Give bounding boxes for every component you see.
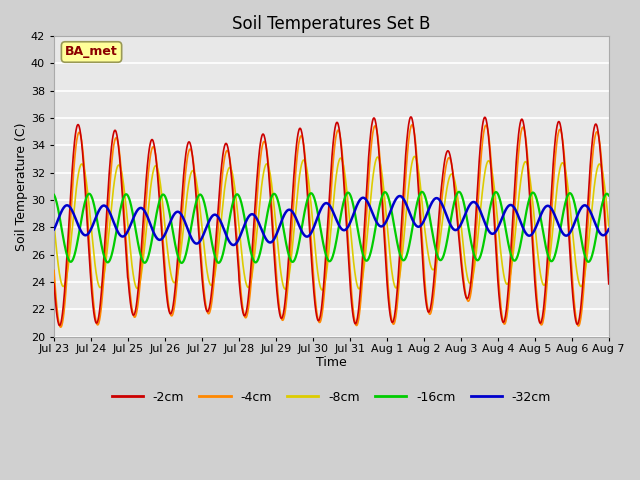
X-axis label: Time: Time [316, 357, 347, 370]
Y-axis label: Soil Temperature (C): Soil Temperature (C) [15, 122, 28, 251]
Text: BA_met: BA_met [65, 46, 118, 59]
Legend: -2cm, -4cm, -8cm, -16cm, -32cm: -2cm, -4cm, -8cm, -16cm, -32cm [107, 386, 556, 408]
Title: Soil Temperatures Set B: Soil Temperatures Set B [232, 15, 431, 33]
